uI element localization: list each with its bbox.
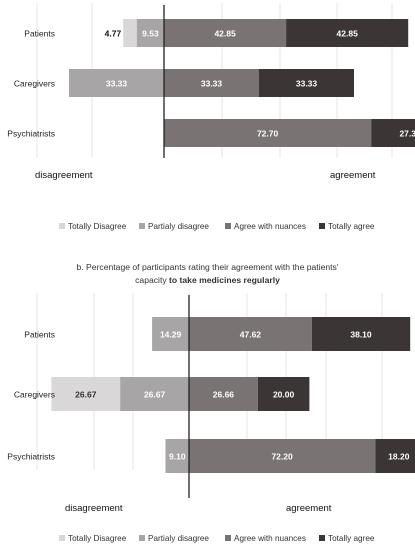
chart-a-category-label: Caregivers: [14, 79, 55, 89]
chart-a-legend-swatch: [139, 223, 145, 229]
chart-b-category-label: Patients: [24, 330, 55, 340]
chart-b-legend-swatch: [225, 535, 231, 541]
chart-a-legend-swatch: [225, 223, 231, 229]
chart-b-bar-caregivers-3: [257, 377, 310, 411]
chart-a-bar-caregivers-1: [69, 69, 164, 97]
chart-a-bar-patients-2: [164, 19, 287, 47]
chart-a-data-label: 42.85: [337, 29, 359, 39]
chart-a-data-label: 9.53: [142, 29, 159, 39]
chart-a-data-label: 4.77: [105, 29, 122, 39]
chart-a-category-label: Psychiatrists: [7, 129, 55, 139]
chart-a-data-label: 27.30: [399, 129, 415, 139]
chart-b-data-label: 26.66: [213, 390, 235, 400]
chart-b-bar-caregivers-2: [189, 377, 258, 411]
chart-a-bar-caregivers-2: [164, 69, 259, 97]
chart-b-legend-label: Totally Disagree: [68, 534, 127, 543]
chart-a-legend-label: Totally agree: [328, 222, 375, 231]
chart-a-category-label: Patients: [24, 29, 55, 39]
chart-a-data-label: 42.85: [214, 29, 236, 39]
chart-b-legend-label: Totally agree: [328, 534, 375, 543]
chart-b-legend-swatch: [59, 535, 65, 541]
chart-b-data-label: 38.10: [350, 330, 372, 340]
chart-b: 14.29 47.62 38.10 Patients 26.67 26.67 26.66 20…: [7, 293, 415, 543]
chart-b-bar-patients-2: [189, 317, 312, 351]
chart-b-data-label: 72.20: [271, 452, 293, 462]
chart-a-legend-label: Partialy disagree: [148, 222, 209, 231]
chart-a-bar-psychiatrists-2: [164, 119, 372, 147]
chart-b-legend-swatch: [139, 535, 145, 541]
chart-a-bar-patients-0: [123, 19, 137, 47]
chart-a-data-label: 33.33: [296, 79, 318, 89]
chart-a-data-label: 33.33: [106, 79, 128, 89]
chart-a-bar-patients-3: [286, 19, 409, 47]
chart-b-bar-caregivers-0: [51, 377, 121, 411]
chart-a: 4.77 9.53 42.85 42.85 Patients 33.33 33.33 33.3…: [7, 3, 415, 231]
chart-b-bar-patients-1: [152, 317, 189, 351]
chart-a-legend-swatch: [319, 223, 325, 229]
chart-b-data-label: 26.67: [144, 390, 166, 400]
chart-b-bar-psychiatrists-1: [165, 439, 189, 473]
chart-a-bar-caregivers-3: [259, 69, 354, 97]
chart-b-legend-label: Partialy disagree: [148, 534, 209, 543]
chart-b-bar-patients-3: [311, 317, 411, 351]
chart-b-data-label: 14.29: [160, 330, 182, 340]
chart-b-caption-line2: capacity to take medicines regularly: [0, 274, 415, 287]
chart-b-bar-psychiatrists-2: [189, 439, 376, 473]
chart-b-bar-psychiatrists-3: [375, 439, 415, 473]
chart-b-caption-plain: capacity: [135, 275, 170, 285]
chart-b-agreement-label: agreement: [286, 503, 332, 514]
chart-b-data-label: 18.20: [388, 452, 410, 462]
chart-b-category-label: Caregivers: [14, 390, 55, 400]
chart-b-data-label: 47.62: [240, 330, 262, 340]
chart-b-caption: b. Percentage of participants rating the…: [0, 261, 415, 287]
chart-a-disagreement-label: disagreement: [35, 170, 93, 181]
chart-b-category-label: Psychiatrists: [7, 452, 55, 462]
chart-b-bar-caregivers-1: [120, 377, 189, 411]
chart-b-data-label: 26.67: [75, 390, 97, 400]
chart-b-caption-bold: to take medicines regularly: [169, 275, 280, 285]
chart-b-caption-line1: b. Percentage of participants rating the…: [76, 262, 339, 272]
chart-a-legend-label: Totally Disagree: [68, 222, 127, 231]
chart-b-disagreement-label: disagreement: [65, 503, 123, 514]
chart-b-data-label: 9.10: [169, 452, 186, 462]
chart-a-data-label: 72.70: [257, 129, 279, 139]
chart-a-bar-psychiatrists-3: [371, 119, 415, 147]
chart-a-bar-patients-1: [136, 19, 164, 47]
chart-a-legend-swatch: [59, 223, 65, 229]
chart-b-data-label: 20.00: [273, 390, 295, 400]
chart-b-legend-label: Agree with nuances: [234, 534, 306, 543]
chart-a-agreement-label: agreement: [330, 170, 376, 181]
chart-a-data-label: 33.33: [201, 79, 223, 89]
chart-b-legend-swatch: [319, 535, 325, 541]
chart-a-legend-label: Agree with nuances: [234, 222, 306, 231]
